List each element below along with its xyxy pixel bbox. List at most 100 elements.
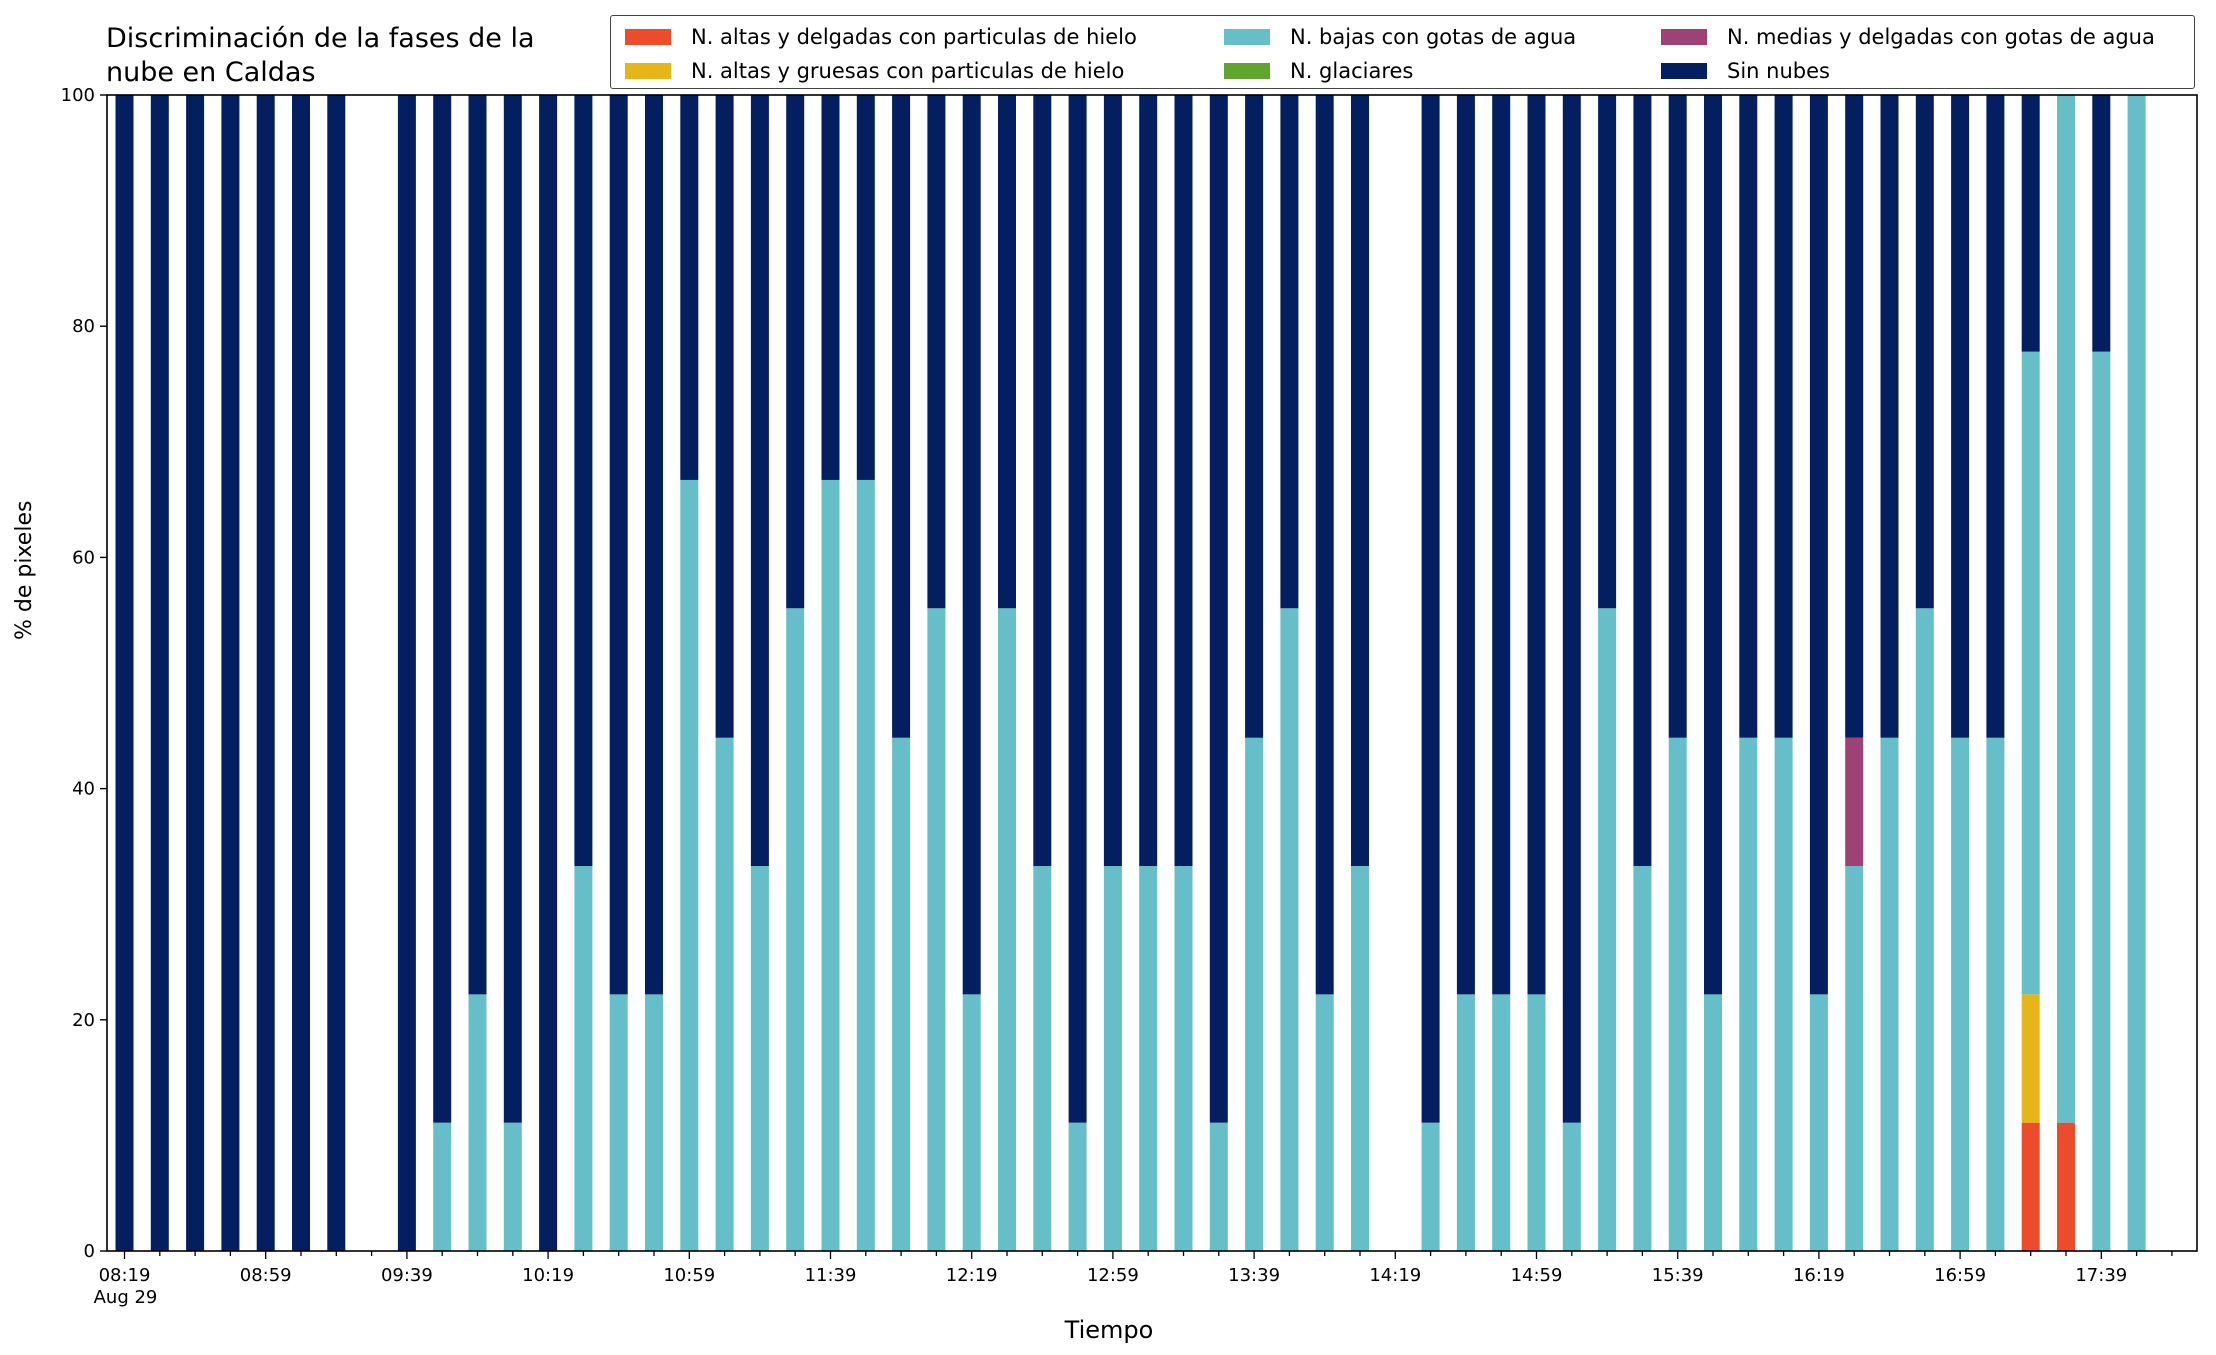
x-tick-label: 10:59 <box>663 1265 715 1286</box>
y-tick-label: 60 <box>72 547 95 568</box>
y-tick-label: 40 <box>72 779 95 800</box>
bar-segment <box>1598 95 1617 609</box>
x-tick-label: 13:39 <box>1228 1265 1280 1286</box>
bar-segment <box>1668 737 1687 1251</box>
x-tick-label: 16:59 <box>1934 1265 1986 1286</box>
bar-segment <box>786 95 805 609</box>
bar-segment <box>680 479 699 1251</box>
bar-segment <box>1139 866 1158 1251</box>
x-tick-label: 15:39 <box>1652 1265 1704 1286</box>
bar-segment <box>1492 95 1511 995</box>
legend-label: N. medias y delgadas con gotas de agua <box>1727 25 2155 49</box>
bar-segment <box>1351 95 1369 867</box>
bar-segment <box>821 479 840 1251</box>
bar-segment <box>1245 737 1264 1251</box>
bar-segment <box>2057 95 2075 1123</box>
legend-label: N. glaciares <box>1290 59 1414 83</box>
x-tick-label: 12:19 <box>946 1265 998 1286</box>
bar-segment <box>1456 95 1475 995</box>
bar-segment <box>1668 95 1687 738</box>
bar-segment <box>1068 1122 1087 1251</box>
bar-segment <box>1209 95 1228 1123</box>
bar-segment <box>2021 351 2040 995</box>
legend-swatch <box>625 63 671 79</box>
bar-segment <box>2127 95 2146 1251</box>
bar-segment <box>786 608 805 1251</box>
bar-segment <box>1280 608 1299 1251</box>
chart-legend: N. altas y delgadas con particulas de hi… <box>610 15 2195 89</box>
bar-segment <box>292 95 310 1251</box>
bar-segment <box>1421 95 1440 1123</box>
bar-segment <box>186 95 205 1251</box>
bar-segment <box>150 95 169 1251</box>
bar-segment <box>1562 95 1581 1123</box>
bar-segment <box>856 95 875 480</box>
bar-segment <box>1845 737 1864 867</box>
legend-item: N. glaciares <box>1224 59 1413 83</box>
legend-item: N. altas y gruesas con particulas de hie… <box>625 59 1124 83</box>
bar-segment <box>1033 866 1052 1251</box>
bar-segment <box>2021 95 2040 352</box>
bar-segment <box>1845 95 1864 738</box>
bar-segment <box>1880 737 1899 1251</box>
bar-segment <box>1139 95 1158 867</box>
bar-segment <box>821 95 840 480</box>
bar-segment <box>1704 994 1722 1251</box>
bar-segment <box>468 994 487 1251</box>
bar-segment <box>1456 994 1475 1251</box>
legend-label: N. altas y delgadas con particulas de hi… <box>691 25 1137 49</box>
bar-segment <box>1421 1122 1440 1251</box>
bar-segment <box>256 95 275 1251</box>
bar-segment <box>1915 95 1934 609</box>
bar-segment <box>1704 95 1722 995</box>
bar-segment <box>962 95 981 995</box>
y-tick-label: 100 <box>61 85 95 106</box>
x-tick-label: 09:39 <box>381 1265 433 1286</box>
x-tick-label: 14:19 <box>1369 1265 1421 1286</box>
bar-segment <box>1068 95 1087 1123</box>
bar-segment <box>468 95 487 995</box>
bar-segment <box>892 95 911 738</box>
bar-segment <box>1103 866 1122 1251</box>
bar-segment <box>750 866 769 1251</box>
bar-segment <box>1809 95 1828 995</box>
bar-segment <box>1315 994 1334 1251</box>
y-tick-label: 20 <box>72 1010 95 1031</box>
legend-item: Sin nubes <box>1661 59 1830 83</box>
bar-segment <box>1880 95 1899 738</box>
bar-segment <box>1245 95 1264 738</box>
bar-segment <box>221 95 240 1251</box>
legend-item: N. bajas con gotas de agua <box>1224 25 1576 49</box>
bar-segment <box>2021 1122 2040 1251</box>
bar-segment <box>1351 866 1369 1251</box>
bar-segment <box>1633 95 1652 867</box>
bar-segment <box>327 95 346 1251</box>
legend-item: N. medias y delgadas con gotas de agua <box>1661 25 2155 49</box>
bar-segment <box>2057 1122 2075 1251</box>
bar-segment <box>1915 608 1934 1251</box>
chart-title: Discriminación de la fases de la nube en… <box>106 23 535 88</box>
legend-label: N. altas y gruesas con particulas de hie… <box>691 59 1125 83</box>
bar-segment <box>2092 351 2111 1251</box>
bar-segment <box>574 95 593 867</box>
bar-segment <box>645 95 663 995</box>
bar-segment <box>715 95 734 738</box>
bar-segment <box>2092 95 2111 352</box>
bar-segment <box>1633 866 1652 1251</box>
bar-segment <box>574 866 593 1251</box>
x-tick-label: 10:19 <box>522 1265 574 1286</box>
bar-segment <box>1809 994 1828 1251</box>
bar-segment <box>1103 95 1122 867</box>
bar-segment <box>1951 737 1970 1251</box>
legend-swatch <box>1661 29 1707 45</box>
legend-swatch <box>1224 29 1270 45</box>
x-tick-label: 17:39 <box>2075 1265 2127 1286</box>
bar-segment <box>645 994 663 1251</box>
bar-segment <box>1986 95 2005 738</box>
bar-segment <box>609 95 628 995</box>
bar-segment <box>998 608 1016 1251</box>
legend-swatch <box>625 29 671 45</box>
bar-segment <box>998 95 1016 609</box>
plot-frame <box>106 94 2198 1252</box>
